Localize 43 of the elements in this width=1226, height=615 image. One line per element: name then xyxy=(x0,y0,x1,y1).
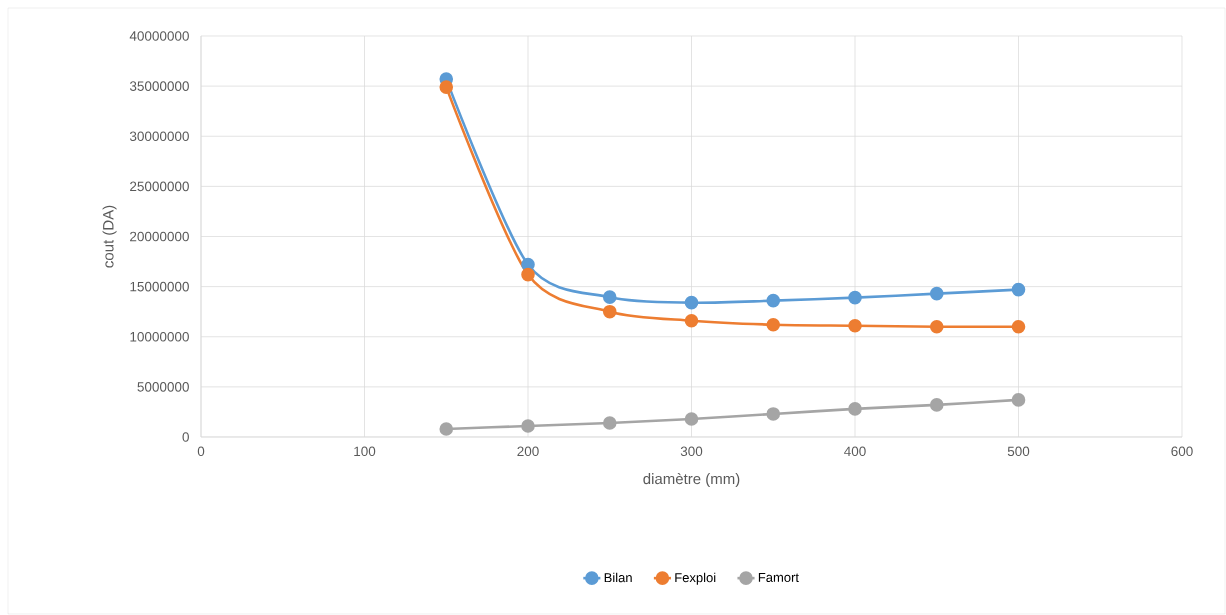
point xyxy=(684,313,699,328)
point xyxy=(1011,319,1026,334)
point xyxy=(848,318,862,333)
legend-label: Famort xyxy=(758,572,799,582)
x-axis-title: diamètre (mm) xyxy=(643,472,740,488)
point xyxy=(684,295,699,310)
point xyxy=(1011,393,1026,407)
y-tick-label: 15000000 xyxy=(130,281,189,292)
y-tick-label: 5000000 xyxy=(137,382,189,392)
y-axis-title: cout (DA) xyxy=(102,205,117,268)
point xyxy=(521,267,535,282)
x-tick-label: 100 xyxy=(354,446,376,457)
y-tick-label: 40000000 xyxy=(129,31,189,41)
point xyxy=(848,402,862,416)
point xyxy=(766,293,781,308)
legend-label: Bilan xyxy=(604,572,632,583)
x-tick-label: 0 xyxy=(197,446,205,457)
point xyxy=(684,412,699,426)
point xyxy=(929,398,944,412)
point xyxy=(929,286,944,301)
x-tick-label: 300 xyxy=(680,446,703,457)
y-tick-label: 25000000 xyxy=(130,181,189,192)
point xyxy=(766,407,781,421)
point xyxy=(439,422,454,436)
x-tick-label: 600 xyxy=(1171,446,1193,457)
y-tick-label: 0 xyxy=(182,432,189,442)
point xyxy=(602,416,617,430)
point xyxy=(439,80,454,94)
point xyxy=(1011,282,1026,297)
point xyxy=(521,419,535,433)
point xyxy=(766,317,781,332)
y-tick-label: 20000000 xyxy=(130,231,189,242)
y-tick-label: 10000000 xyxy=(130,331,189,342)
point xyxy=(929,319,944,334)
point xyxy=(602,290,617,304)
y-tick-label: 35000000 xyxy=(129,81,189,91)
x-tick-label: 500 xyxy=(1007,446,1030,457)
x-tick-label: 200 xyxy=(517,446,539,457)
legend-label: Fexploi xyxy=(675,572,716,585)
point xyxy=(848,290,862,305)
point xyxy=(602,304,617,319)
x-tick-label: 400 xyxy=(844,446,866,457)
y-tick-label: 30000000 xyxy=(129,131,189,142)
